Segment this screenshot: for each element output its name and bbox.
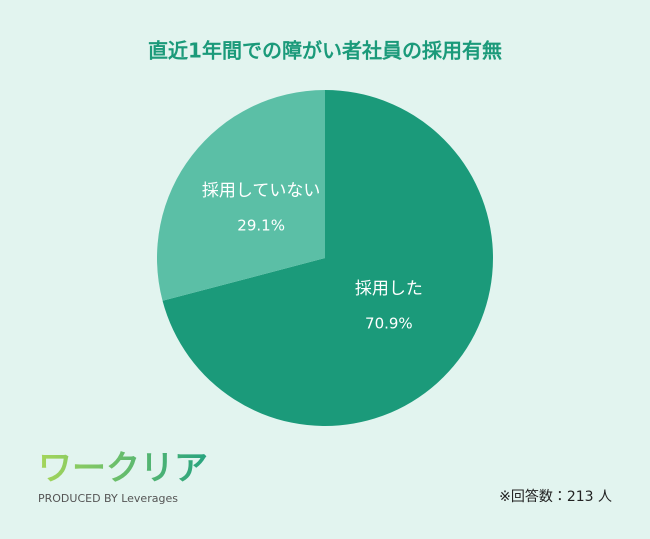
logo-name: ワークリア [38,449,208,489]
pie-slice [162,90,493,426]
pie [157,90,493,426]
slice-label: 採用していない [202,181,321,201]
value-label: 29.1% [237,216,285,234]
note: ※回答数：213 人 [499,488,612,505]
value-label: 70.9% [365,315,413,333]
slice-label: 採用した [355,279,423,299]
logo-credit: PRODUCED BY Leverages [38,492,178,505]
pie-slice [157,90,325,301]
chart-title: 直近1年間での障がい者社員の採用有無 [148,39,502,63]
labels: 採用した 70.9% 採用していない 29.1% [202,181,423,333]
